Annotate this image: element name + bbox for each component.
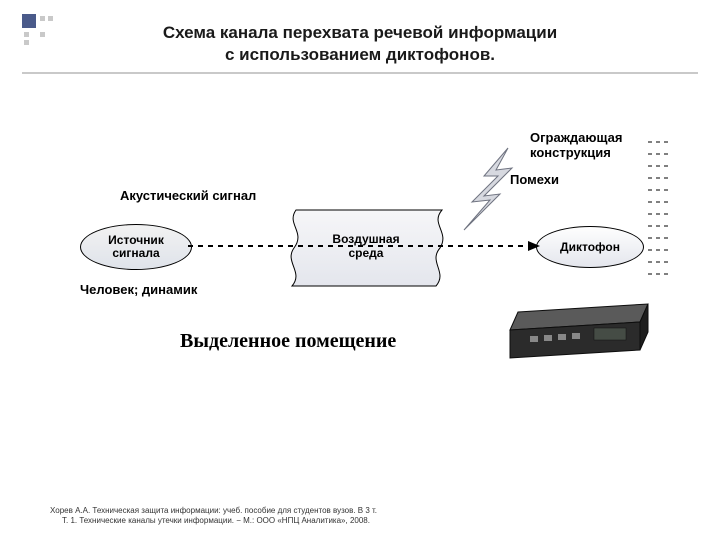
citation-line-2: Т. 1. Технические каналы утечки информац…	[50, 516, 377, 526]
node-dictaphone: Диктофон	[536, 226, 644, 268]
node-source: Источник сигнала	[80, 224, 192, 270]
node-source-line1: Источник	[108, 233, 164, 247]
node-source-line2: сигнала	[112, 246, 159, 260]
recorder-device-icon	[500, 300, 660, 370]
slide-title: Схема канала перехвата речевой информаци…	[0, 22, 720, 66]
citation: Хорев А.А. Техническая защита информации…	[50, 506, 377, 526]
lightning-icon	[450, 146, 530, 236]
node-dict-text: Диктофон	[560, 240, 620, 254]
title-line-1: Схема канала перехвата речевой информаци…	[0, 22, 720, 44]
diagram: Акустический сигнал Ограждающая конструк…	[60, 110, 660, 410]
title-line-2: с использованием диктофонов.	[0, 44, 720, 66]
corner-dot	[48, 16, 53, 21]
citation-line-1: Хорев А.А. Техническая защита информации…	[50, 506, 377, 516]
label-acoustic-signal: Акустический сигнал	[120, 188, 256, 203]
node-source-text: Источник сигнала	[108, 234, 164, 260]
label-source-sub: Человек; динамик	[80, 282, 197, 297]
barrier-hatch	[648, 136, 678, 296]
label-barrier: Ограждающая конструкция	[530, 130, 622, 160]
corner-dot	[40, 16, 45, 21]
title-rule	[22, 72, 698, 74]
label-room: Выделенное помещение	[180, 330, 396, 353]
signal-arrow	[188, 240, 548, 256]
